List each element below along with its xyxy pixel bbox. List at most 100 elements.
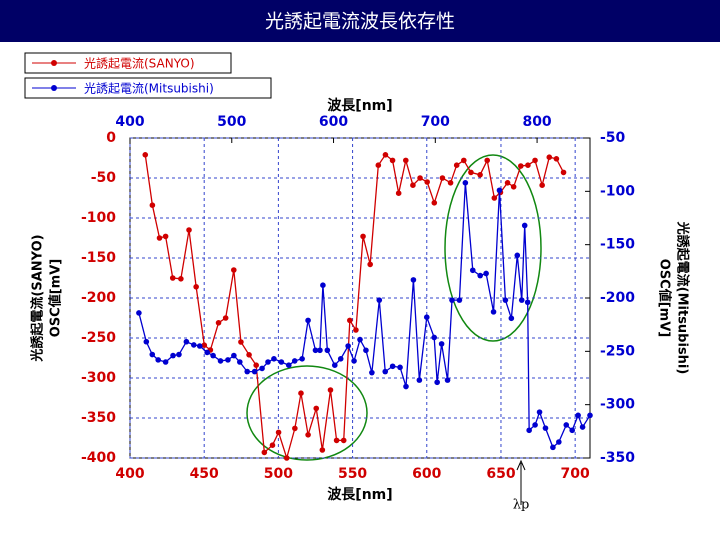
data-point [231,352,237,359]
data-point [210,352,216,359]
y-axis-title: 光誘起電流(SANYO) [30,234,46,362]
data-point [550,444,556,451]
data-point [484,157,491,164]
data-point [417,175,423,181]
data-point [525,162,531,168]
data-point [491,195,498,201]
data-point [438,341,445,347]
data-point [579,424,586,430]
data-point [532,157,538,164]
data-point [204,349,210,356]
data-point [333,437,340,444]
data-point [517,163,524,169]
data-point [196,343,203,349]
data-point [238,339,244,345]
data-point [331,362,338,369]
data-point [292,425,298,432]
data-point [149,351,156,358]
data-point [299,356,305,362]
data-point [424,179,430,185]
data-point [526,427,532,434]
data-point [502,297,509,303]
x2-tick-label: 500 [217,114,246,130]
data-point [357,336,363,343]
data-point [193,284,199,290]
data-point [169,275,176,281]
x2-axis-title: 波長[nm] [327,97,392,114]
data-point [376,297,383,303]
data-point [477,272,483,279]
data-point [389,157,396,164]
data-point [449,297,455,303]
x2-tick-label: 400 [115,114,144,130]
data-point [191,342,197,348]
data-point [510,184,517,190]
data-point [402,157,409,164]
data-point [569,427,575,434]
data-point [178,276,184,282]
y2-axis-title: OSC値[mV] [657,259,673,337]
data-point [410,277,417,283]
data-point [447,180,454,186]
data-point [340,437,347,444]
data-point [337,356,344,362]
y-tick-label: -150 [81,250,116,266]
data-point [360,233,366,240]
y-tick-label: -400 [81,450,116,466]
x-tick-label: 650 [486,466,515,482]
legend-marker [51,60,57,66]
x-axis-title: 波長[nm] [327,486,392,503]
data-point [439,175,446,181]
data-point [410,182,416,188]
data-point [461,157,467,164]
data-point [201,342,208,349]
data-point [231,267,237,273]
x-tick-label: 550 [338,466,367,482]
data-point [416,377,423,383]
data-point [320,282,326,289]
data-point [462,180,469,186]
data-point [244,368,251,375]
data-point [434,379,440,386]
data-point [453,162,460,168]
data-point [560,169,567,176]
x2-tick-label: 800 [522,114,551,130]
data-point [556,439,562,445]
y-tick-label: -300 [81,370,116,386]
data-point [521,222,528,229]
data-point [142,152,149,158]
data-point [246,352,252,358]
x-tick-label: 600 [412,466,441,482]
data-point [183,338,190,345]
data-point [375,162,382,168]
data-point [389,363,396,370]
y-axis-title: OSC値[mV] [48,259,64,337]
x-tick-label: 700 [561,466,590,482]
title-bar [0,0,720,42]
data-point [431,200,438,206]
data-point [397,364,403,371]
data-point [456,297,463,303]
data-point [324,347,331,354]
data-point [186,227,192,233]
data-point [382,368,389,375]
data-point [524,299,531,306]
data-point [283,455,290,461]
y2-axis-title: 光誘起電流(Mitsubishi) [675,221,691,375]
y-tick-label: -50 [91,170,117,186]
data-point [312,347,319,354]
data-point [444,377,451,383]
data-point [313,405,320,412]
data-point [225,357,231,363]
x-tick-label: 400 [115,466,144,482]
data-point [496,187,503,194]
data-point [468,169,474,176]
data-point [345,343,351,349]
data-point [317,347,323,354]
legend-box [24,77,272,99]
data-point [237,359,243,365]
legend-marker [51,85,57,91]
data-point [504,180,511,186]
data-point [291,358,298,364]
